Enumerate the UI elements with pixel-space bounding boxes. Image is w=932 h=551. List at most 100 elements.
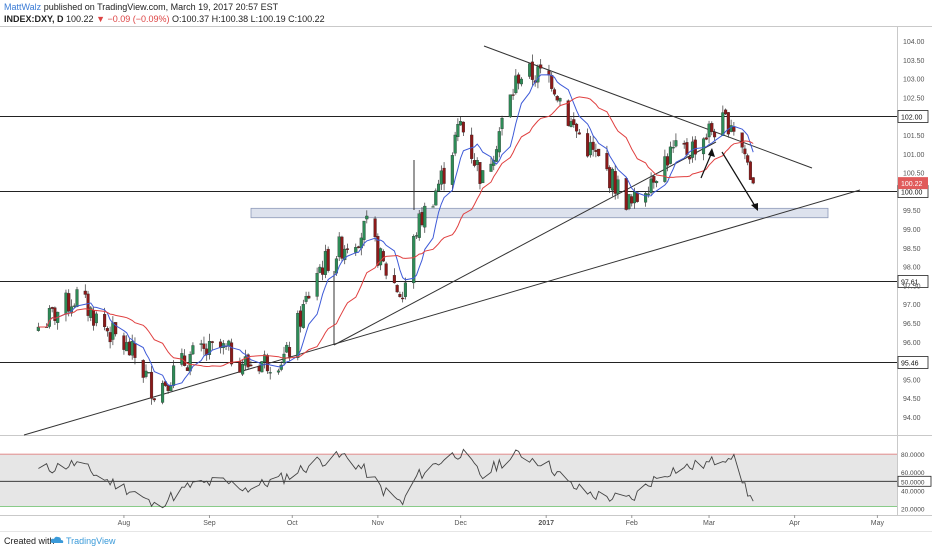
candle bbox=[616, 175, 620, 199]
candle bbox=[401, 291, 405, 303]
candle bbox=[296, 310, 300, 361]
oscillator-tick-4: 20.0000 bbox=[901, 506, 925, 513]
candle bbox=[315, 267, 319, 301]
candle bbox=[326, 246, 330, 273]
time-tick-7: Mar bbox=[703, 520, 716, 527]
price-tick-20: 94.00 bbox=[903, 415, 921, 422]
candle bbox=[481, 170, 485, 184]
price-tick-12: 98.00 bbox=[903, 265, 921, 272]
level-label-1: 100.00 bbox=[901, 190, 923, 197]
candle bbox=[649, 172, 653, 195]
time-axis[interactable]: AugSepOctNovDec2017FebMarAprMayJun bbox=[118, 515, 932, 527]
level-label-box-2 bbox=[897, 275, 929, 288]
candle bbox=[461, 121, 465, 137]
last-price-tag bbox=[898, 177, 928, 190]
candle bbox=[627, 194, 631, 211]
short-ascending-trendline bbox=[333, 141, 717, 346]
candle bbox=[147, 372, 151, 374]
candle bbox=[152, 398, 156, 403]
candle bbox=[241, 359, 245, 376]
tradingview-brand[interactable]: TradingView bbox=[66, 536, 116, 546]
symbol-name: INDEX:DXY, D bbox=[4, 14, 64, 24]
price-tick-19: 94.50 bbox=[903, 396, 921, 403]
candle bbox=[558, 97, 562, 107]
candle bbox=[489, 156, 493, 172]
candle bbox=[701, 137, 706, 161]
price-tick-11: 98.50 bbox=[903, 246, 921, 253]
candle bbox=[304, 291, 308, 305]
candle bbox=[624, 177, 628, 211]
price-chart[interactable]: 102.00 100.00 97.61 95.46 104.00 103.50 103.0… bbox=[0, 0, 932, 531]
candle bbox=[202, 336, 206, 356]
candle bbox=[508, 94, 512, 118]
price-tick-14: 97.00 bbox=[903, 302, 921, 309]
descending-trendline bbox=[483, 45, 813, 169]
published-text: published on TradingView.com, March 19, … bbox=[43, 2, 279, 12]
candle bbox=[230, 338, 234, 367]
candle bbox=[144, 364, 148, 379]
time-tick-6: Feb bbox=[626, 520, 638, 527]
candle bbox=[395, 284, 399, 294]
candle bbox=[575, 122, 579, 139]
candle bbox=[149, 365, 154, 405]
footer: Created with TradingView bbox=[0, 531, 932, 551]
price-tick-9: 99.50 bbox=[903, 208, 921, 215]
price-pane[interactable] bbox=[0, 26, 897, 435]
oscillator-tick-1: 60.0000 bbox=[901, 470, 925, 477]
candle bbox=[343, 245, 347, 265]
candle bbox=[748, 160, 752, 180]
price-tick-7: 100.50 bbox=[903, 171, 925, 178]
candle bbox=[249, 360, 253, 367]
candle bbox=[751, 177, 755, 185]
created-with: Created with bbox=[4, 536, 55, 546]
price-change: ▼ −0.09 (−0.09%) bbox=[96, 14, 170, 24]
candle bbox=[453, 131, 457, 157]
candle bbox=[423, 202, 427, 233]
candle bbox=[528, 63, 532, 79]
price-tick-5: 101.50 bbox=[903, 133, 925, 140]
time-tick-3: Nov bbox=[372, 520, 385, 527]
price-tick-15: 96.50 bbox=[903, 321, 921, 328]
candle bbox=[577, 128, 581, 135]
price-tick-10: 99.00 bbox=[903, 227, 921, 234]
candle bbox=[365, 210, 369, 224]
candle bbox=[456, 118, 460, 142]
level-label-0: 102.00 bbox=[901, 115, 923, 122]
candle bbox=[207, 333, 212, 360]
author-link[interactable]: MattWalz bbox=[4, 2, 42, 12]
price-axis[interactable]: 104.00 103.50 103.00 102.50 101.50 101.00 100.… bbox=[898, 39, 928, 422]
candle bbox=[713, 128, 717, 141]
price-tick-6: 101.00 bbox=[903, 152, 925, 159]
candle bbox=[417, 210, 421, 241]
fast-moving-average-line bbox=[38, 74, 754, 387]
candle bbox=[663, 149, 667, 183]
candle bbox=[67, 289, 71, 317]
arrow-up-head bbox=[708, 148, 715, 157]
time-tick-9: May bbox=[871, 520, 885, 527]
candle bbox=[403, 277, 407, 300]
oscillator-tick-3: 40.0000 bbox=[901, 488, 925, 495]
candle bbox=[83, 284, 87, 299]
arrow-down-head bbox=[751, 203, 758, 211]
support-zone bbox=[250, 207, 829, 219]
candle bbox=[86, 290, 90, 322]
candle bbox=[724, 108, 728, 115]
candle bbox=[307, 291, 311, 300]
price-tick-2: 103.00 bbox=[903, 77, 925, 84]
candle bbox=[688, 154, 692, 164]
candle bbox=[268, 366, 272, 380]
candle bbox=[591, 136, 595, 157]
candle bbox=[652, 175, 656, 189]
candle bbox=[740, 132, 744, 154]
candle bbox=[246, 353, 250, 370]
candle bbox=[276, 368, 281, 375]
candle bbox=[494, 145, 499, 163]
candle bbox=[497, 127, 501, 158]
candle bbox=[743, 144, 747, 160]
candle bbox=[514, 69, 518, 95]
candle bbox=[94, 311, 98, 327]
oscillator-tick-0: 80.0000 bbox=[901, 452, 925, 459]
candle bbox=[141, 359, 145, 383]
candle bbox=[710, 121, 714, 136]
candle bbox=[597, 148, 601, 157]
